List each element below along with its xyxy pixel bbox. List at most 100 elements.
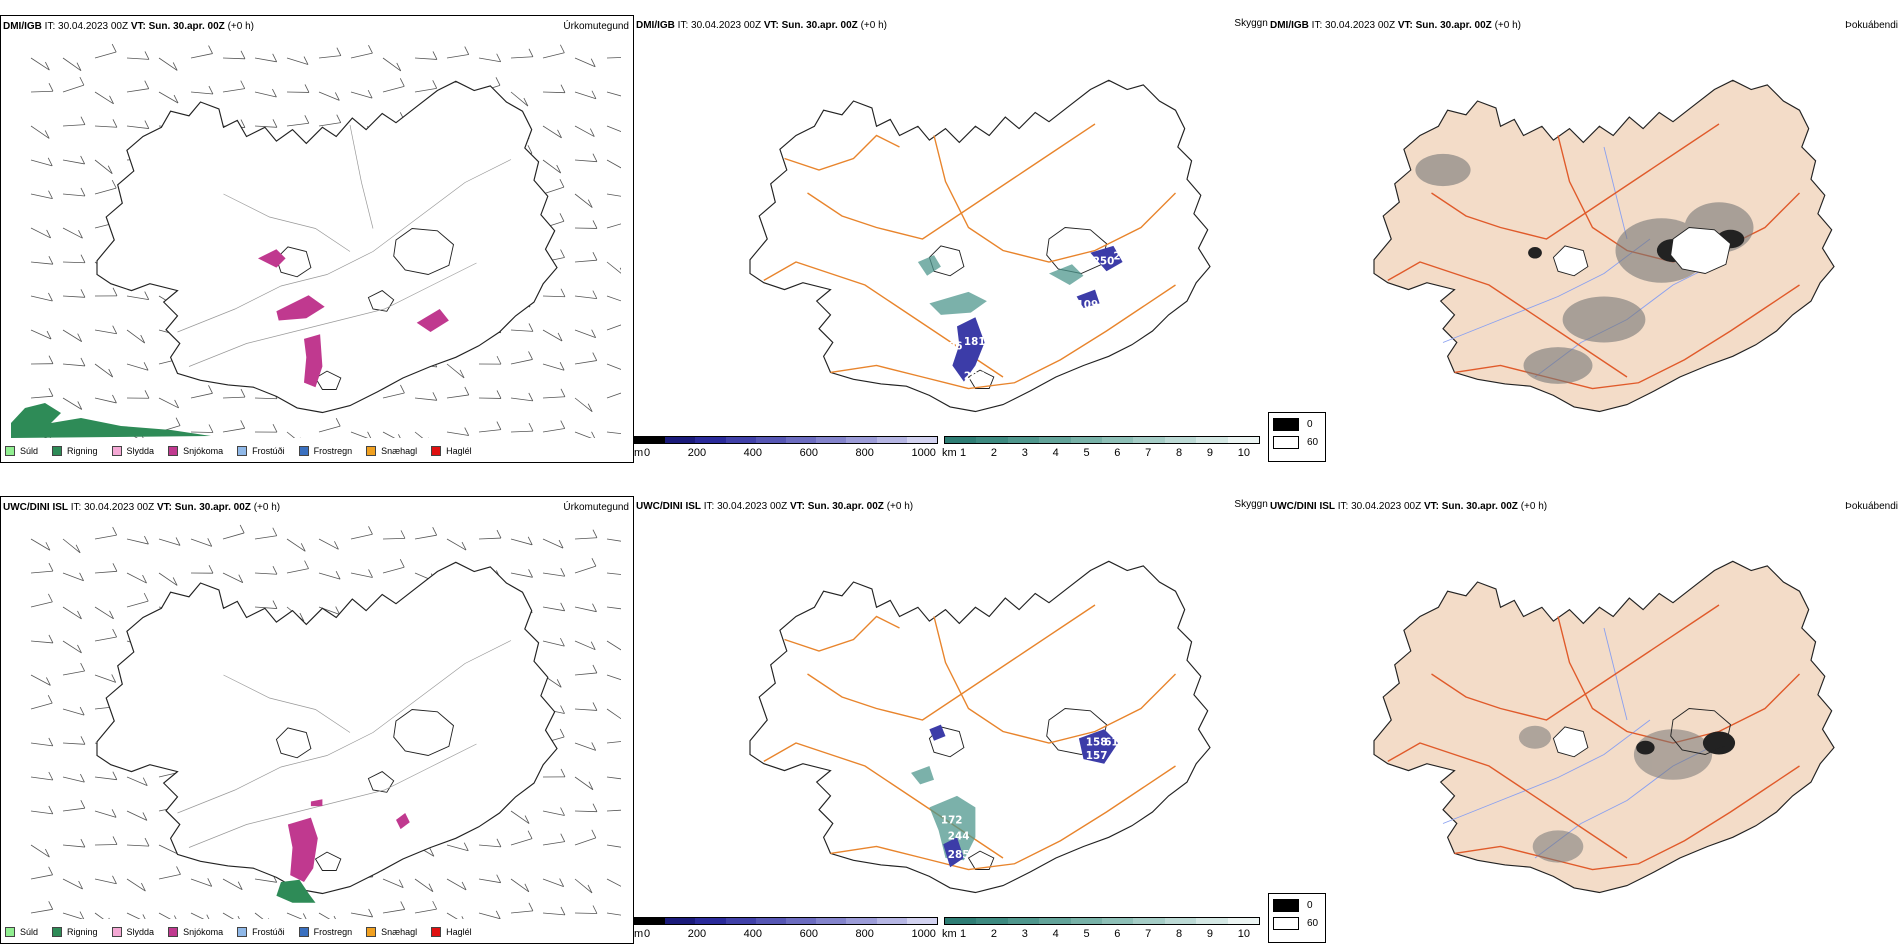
colorbar-tick: 10 xyxy=(1237,928,1250,940)
vis-label: 106 xyxy=(941,340,963,352)
precip-type-map xyxy=(30,524,621,919)
colorbar-tick: 2 xyxy=(990,928,997,940)
legend-swatch xyxy=(298,927,309,937)
colorbar-elevation xyxy=(634,917,938,925)
snow-area xyxy=(258,249,449,388)
colorbar-step xyxy=(945,437,977,443)
colorbar-unit-km: km xyxy=(942,447,957,459)
legend-swatch xyxy=(431,927,442,937)
legend-label: Frostúði xyxy=(252,446,285,456)
fog-legend: 0 60 xyxy=(1268,412,1326,462)
legend-item: Frostregn xyxy=(298,446,352,456)
panel-header: DMI/IGB IT: 30.04.2023 00Z VT: Sun. 30.a… xyxy=(1270,20,1521,31)
panel-header: UWC/DINI ISL IT: 30.04.2023 00Z VT: Sun.… xyxy=(3,502,281,513)
colorbar-tick: 0 xyxy=(644,447,651,459)
legend-label: Súld xyxy=(20,927,39,937)
colorbar-tick: 1000 xyxy=(911,447,936,459)
legend-item: Súld xyxy=(5,927,38,937)
vis-label: 200 xyxy=(964,370,986,382)
colorbar-unit-m: m xyxy=(634,447,644,459)
colorbar-step xyxy=(665,918,696,924)
colorbar-tick: 800 xyxy=(855,928,874,940)
colorbar-tick: 600 xyxy=(799,447,818,459)
colorbar-tick: 6 xyxy=(1114,447,1121,459)
precip-type-map xyxy=(11,43,621,438)
legend-item: Snjókoma xyxy=(168,446,223,456)
colorbar-tick: 2 xyxy=(990,447,997,459)
colorbar-ticks-m: 0 200 400 600 800 1000 xyxy=(644,928,936,940)
colorbar-step xyxy=(1102,437,1134,443)
legend-label: Slydda xyxy=(126,927,155,937)
legend-item: Haglél xyxy=(431,446,472,456)
vis-label: 285 xyxy=(948,849,970,861)
colorbar-step xyxy=(876,918,907,924)
vis-label: 158 xyxy=(1086,736,1108,748)
colorbar-step xyxy=(876,437,907,443)
legend-swatch xyxy=(298,446,309,456)
colorbar-step xyxy=(1070,437,1103,443)
panel-header: UWC/DINI ISL IT: 30.04.2023 00Z VT: Sun.… xyxy=(1270,501,1548,512)
legend-label: Snæhagl xyxy=(381,927,418,937)
colorbar-step xyxy=(1102,918,1134,924)
colorbar-tick: 8 xyxy=(1176,928,1183,940)
colorbar-step xyxy=(786,437,817,443)
colorbar-tick: 400 xyxy=(743,447,762,459)
legend-swatch xyxy=(237,446,248,456)
vis-label: 613 xyxy=(1104,736,1126,748)
colorbar-step xyxy=(1164,918,1197,924)
legend-label: Súld xyxy=(20,446,39,456)
colorbar-tick: 5 xyxy=(1083,928,1090,940)
fog-legend-swatch xyxy=(1273,418,1299,431)
visibility-panel-row2: UWC/DINI ISL IT: 30.04.2023 00Z VT: Sun.… xyxy=(634,496,1270,944)
colorbar-step xyxy=(695,918,726,924)
legend-swatch xyxy=(111,446,122,456)
colorbar-tick: 1000 xyxy=(911,928,936,940)
legend-label: Rigning xyxy=(67,446,98,456)
legend-swatch xyxy=(366,446,377,456)
colorbar-tick: 800 xyxy=(855,447,874,459)
legend-label: Haglél xyxy=(446,927,472,937)
colorbar-ticks-m: 0 200 400 600 800 1000 xyxy=(644,447,936,459)
legend-swatch xyxy=(5,446,15,456)
colorbar-step xyxy=(786,918,817,924)
precip-legend: Súld Rigning Slydda Snjókoma Frostúði Frostre… xyxy=(5,446,486,456)
field-name-visibility: Skyggni xyxy=(1234,499,1270,510)
legend-item: Frostúði xyxy=(237,446,285,456)
colorbar-step xyxy=(725,437,756,443)
colorbar-tick: 9 xyxy=(1206,928,1213,940)
fog-map xyxy=(1373,560,1835,894)
colorbar-step xyxy=(1007,918,1040,924)
colorbar-ticks-km: 1 2 3 4 5 6 7 8 9 10 xyxy=(960,447,1250,459)
colorbar-tick: 4 xyxy=(1052,928,1059,940)
colorbar-tick: 5 xyxy=(1083,447,1090,459)
fog-map xyxy=(1373,79,1835,413)
colorbar-step xyxy=(846,437,877,443)
legend-swatch xyxy=(168,446,179,456)
fog-legend-item: 0 xyxy=(1273,899,1321,912)
legend-item: Snæhagl xyxy=(366,927,417,937)
colorbar-step xyxy=(1227,918,1260,924)
field-name-visibility: Skyggni xyxy=(1234,18,1270,29)
colorbar-step xyxy=(665,437,696,443)
legend-item: Haglél xyxy=(431,927,472,937)
legend-item: Frostúði xyxy=(237,927,285,937)
visibility-map: 250 247 181 200 106 109 xyxy=(749,79,1211,413)
colorbar-step xyxy=(976,437,1008,443)
vis-label: 172 xyxy=(941,815,963,827)
field-name-precip-type: Úrkomutegund xyxy=(563,21,629,32)
legend-swatch xyxy=(52,446,63,456)
vis-label: 181 xyxy=(964,336,986,348)
colorbar-tick: 10 xyxy=(1237,447,1250,459)
colorbar-tick: 8 xyxy=(1176,447,1183,459)
legend-item: Rigning xyxy=(52,927,98,937)
legend-label: Snjókoma xyxy=(183,927,224,937)
fog-legend-swatch xyxy=(1273,899,1299,912)
fog-legend-item: 0 xyxy=(1273,418,1321,431)
colorbar-step xyxy=(976,918,1008,924)
colorbar-tick: 0 xyxy=(644,928,651,940)
fog-legend-swatch xyxy=(1273,436,1299,449)
legend-label: Frostregn xyxy=(313,927,353,937)
colorbar-unit-m: m xyxy=(634,928,644,940)
legend-label: Rigning xyxy=(67,927,98,937)
colorbar-tick: 200 xyxy=(687,447,707,459)
